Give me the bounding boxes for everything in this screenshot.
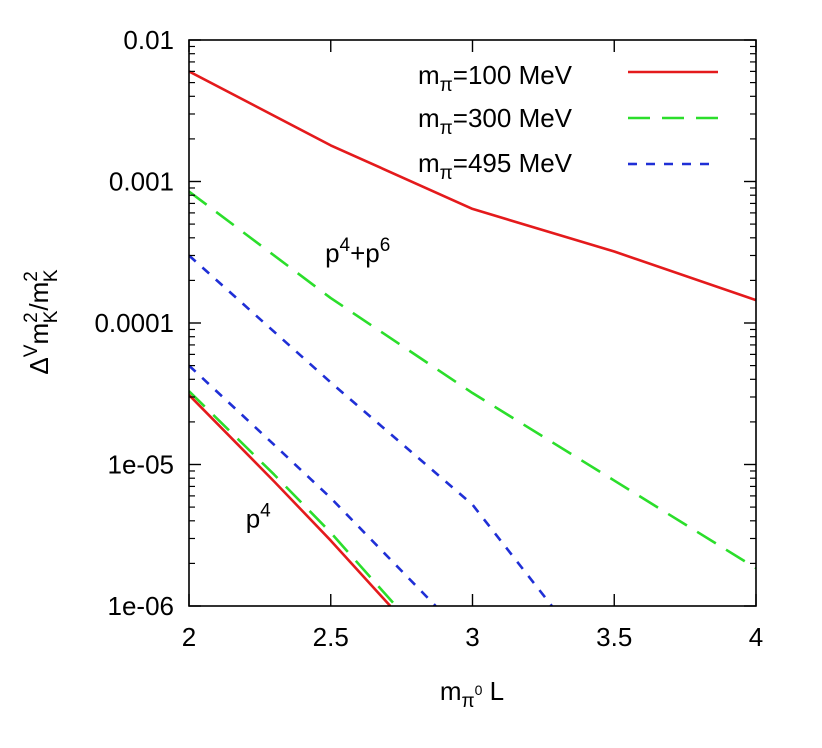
legend-label-base: m — [418, 103, 440, 133]
y-axis-label: ΔVm2K/m2K — [21, 269, 62, 374]
svg-text:mπ=300 MeV: mπ=300 MeV — [418, 103, 573, 139]
x-label-subsup: 0 — [475, 682, 483, 698]
legend-label-base: m — [418, 60, 440, 90]
legend-label-text: =100 MeV — [453, 60, 573, 90]
y-label-sup2: 2 — [21, 271, 42, 282]
y-tick-label: 1e-05 — [108, 450, 175, 480]
legend-label-sub: π — [440, 75, 453, 96]
annotation-p4: p4 — [246, 500, 271, 533]
legend-entry: mπ=300 MeV — [418, 103, 718, 139]
annotation-p4-p6: p4+p6 — [325, 235, 390, 268]
x-tick-label: 3.5 — [596, 622, 632, 652]
series-line-p4-100 — [189, 395, 390, 606]
legend: mπ=100 MeV mπ=300 MeV mπ=495 MeV — [418, 60, 718, 184]
y-label-sub1: K — [41, 310, 62, 323]
series-line-p4-p6-300 — [189, 191, 756, 568]
legend-label-base: m — [418, 148, 440, 178]
legend-label-text: =300 MeV — [453, 103, 573, 133]
x-label-tail: L — [482, 676, 504, 706]
y-tick-label: 0.001 — [109, 167, 174, 197]
legend-label-sub: π — [440, 118, 453, 139]
series-line-p4-495 — [189, 366, 436, 606]
annotations: p4+p6 p4 — [246, 235, 391, 533]
legend-entry: mπ=100 MeV — [418, 60, 718, 96]
series-line-p4-300 — [189, 391, 396, 606]
series-line-p4-p6-495 — [189, 255, 552, 606]
y-label-m1: m — [24, 323, 54, 345]
svg-text:mπ=100 MeV: mπ=100 MeV — [418, 60, 573, 96]
svg-text:mπ=495 MeV: mπ=495 MeV — [418, 148, 573, 184]
y-tick-label: 0.0001 — [94, 308, 174, 338]
svg-text:ΔVm2K/m2K: ΔVm2K/m2K — [21, 269, 62, 374]
y-label-sup: V — [21, 344, 42, 357]
legend-entry: mπ=495 MeV — [418, 148, 718, 184]
x-label-base: m — [440, 676, 462, 706]
legend-label-sub: π — [440, 163, 453, 184]
x-axis-label: mπ0 L — [440, 676, 504, 712]
x-tick-label: 2 — [182, 622, 196, 652]
y-tick-label: 0.01 — [123, 25, 174, 55]
x-tick-label: 2.5 — [313, 622, 349, 652]
y-label-slash: /m — [24, 282, 54, 311]
y-tick-label: 1e-06 — [108, 591, 175, 621]
y-label-sup1: 2 — [21, 312, 42, 323]
y-label-delta: Δ — [24, 357, 54, 374]
svg-text:mπ0 L: mπ0 L — [440, 676, 504, 712]
x-tick-label: 4 — [749, 622, 763, 652]
legend-label-text: =495 MeV — [453, 148, 573, 178]
x-label-sub: π — [462, 691, 475, 712]
x-tick-label: 3 — [465, 622, 479, 652]
y-label-sub2: K — [41, 269, 62, 282]
